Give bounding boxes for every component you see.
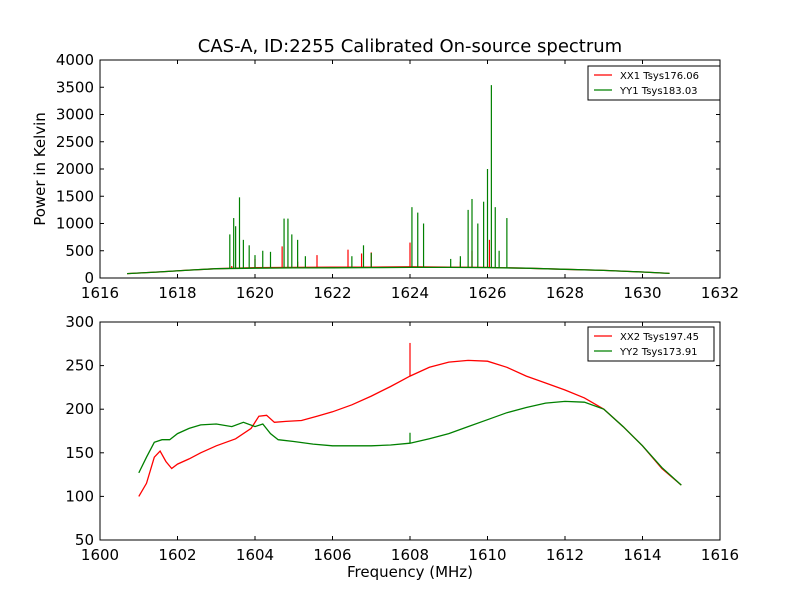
chart-2-y-tick-label: 250 <box>65 357 94 375</box>
chart-1-y-axis-label: Power in Kelvin <box>31 112 49 226</box>
chart-1-x-tick-label: 1626 <box>468 284 506 302</box>
chart-2-x-tick-label: 1612 <box>546 546 584 564</box>
chart-1-series-2-line <box>127 266 670 275</box>
chart-2-y-tick-label: 100 <box>65 487 94 505</box>
chart-1-title: CAS-A, ID:2255 Calibrated On-source spec… <box>198 36 622 57</box>
chart-1-y-tick-label: 3500 <box>56 78 94 96</box>
chart-1-y-tick-label: 1500 <box>56 187 94 205</box>
chart-2-y-tick-label: 150 <box>65 444 94 462</box>
chart-1-y-tick-label: 4000 <box>56 51 94 69</box>
chart-1-legend-label: XX1 Tsys176.06 <box>620 71 699 82</box>
chart-1-x-tick-label: 1622 <box>313 284 351 302</box>
chart-2-legend-label: XX2 Tsys197.45 <box>620 332 699 343</box>
chart-2-legend-label: YY2 Tsys173.91 <box>619 347 698 358</box>
chart-1: 1616 1618 1620 1622 1624 1626 1628 1630 1632 0 500… <box>56 51 739 302</box>
chart-1-legend-box <box>587 65 721 101</box>
chart-2-x-tick-label: 1616 <box>701 546 739 564</box>
chart-1-y-tick-label: 1000 <box>56 215 94 233</box>
chart-1-x-tick-label: 1616 <box>81 284 119 302</box>
chart-2-y-tick-label: 200 <box>65 400 94 418</box>
chart-1-legend-label: YY1 Tsys183.03 <box>619 86 698 97</box>
chart-2-x-tick-label: 1614 <box>623 546 661 564</box>
chart-2-x-tick-label: 1604 <box>236 546 274 564</box>
chart-2-legend: XX2 Tsys197.45 YY2 Tsys173.91 <box>587 326 715 362</box>
chart-1-x-tick-label: 1618 <box>158 284 196 302</box>
chart-1-legend: XX1 Tsys176.06 YY1 Tsys183.03 <box>587 65 721 101</box>
chart-1-x-tick-label: 1620 <box>236 284 274 302</box>
chart-1-y-tick-label: 0 <box>84 269 94 287</box>
chart-1-x-tick-label: 1632 <box>701 284 739 302</box>
chart-1-y-tick-label: 3000 <box>56 106 94 124</box>
chart-1-x-tick-label: 1624 <box>391 284 429 302</box>
chart-2-x-tick-label: 1606 <box>313 546 351 564</box>
chart-2-y-tick-label: 300 <box>65 313 94 331</box>
chart-2-x-tick-label: 1608 <box>391 546 429 564</box>
chart-1-y-tick-label: 500 <box>65 242 94 260</box>
chart-2-y-tick-label: 50 <box>75 531 94 549</box>
chart-2-x-tick-label: 1602 <box>158 546 196 564</box>
chart-1-y-tick-label: 2500 <box>56 133 94 151</box>
chart-2-x-tick-label: 1600 <box>81 546 119 564</box>
chart-2-x-axis-label: Frequency (MHz) <box>347 563 473 581</box>
chart-2-series-2-line <box>138 400 682 486</box>
chart-2-series-1-line <box>138 359 682 497</box>
chart-1-y-tick-label: 2000 <box>56 160 94 178</box>
chart-2-x-tick-label: 1610 <box>468 546 506 564</box>
chart-2: 1600 1602 1604 1606 1608 1610 1612 1614 1616 50 10… <box>65 313 739 564</box>
chart-1-x-tick-label: 1630 <box>623 284 661 302</box>
chart-1-x-tick-label: 1628 <box>546 284 584 302</box>
chart-2-legend-box <box>587 326 715 362</box>
